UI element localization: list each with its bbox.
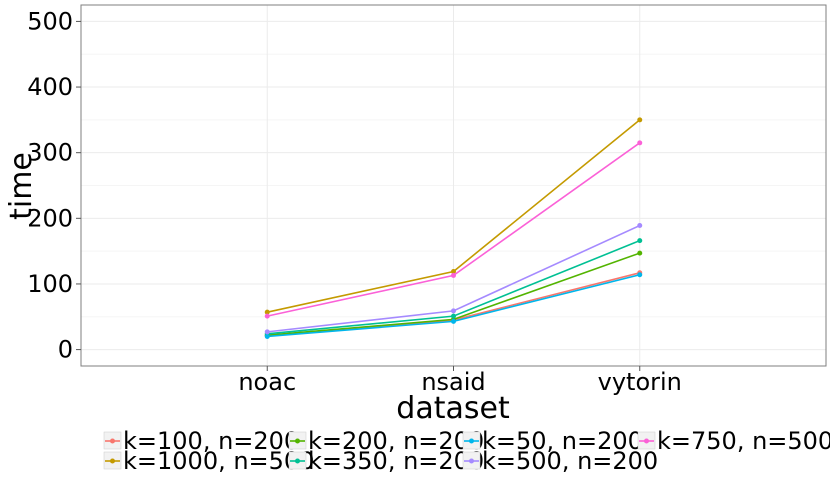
- y-axis-title: time: [4, 152, 39, 220]
- y-axis: 0 100 200 300 400 500: [27, 7, 81, 364]
- grid: [81, 5, 826, 366]
- legend-swatch-point: [469, 438, 474, 444]
- legend-label: k=200, n=200: [308, 427, 484, 455]
- y-tick-label: 400: [27, 73, 73, 101]
- data-point: [637, 140, 643, 146]
- x-tick-label: vytorin: [598, 368, 682, 396]
- legend-label: k=750, n=500: [657, 427, 830, 455]
- data-point: [264, 333, 270, 339]
- data-point: [637, 238, 643, 244]
- x-axis-title: dataset: [396, 391, 510, 426]
- y-tick-label: 300: [27, 139, 73, 167]
- data-point: [637, 272, 643, 278]
- data-point: [637, 223, 643, 229]
- y-tick-label: 500: [27, 7, 73, 35]
- legend-swatch-point: [295, 438, 300, 444]
- legend-label: k=1000, n=500: [123, 447, 314, 475]
- legend-swatch-point: [110, 458, 115, 464]
- data-point: [637, 250, 643, 256]
- x-axis: noac nsaid vytorin: [238, 366, 682, 396]
- legend-swatch-point: [644, 438, 649, 444]
- data-point: [637, 117, 643, 123]
- data-point: [264, 329, 270, 335]
- legend-label: k=50, n=200: [482, 427, 643, 455]
- legend-swatch-point: [469, 458, 474, 464]
- legend-label: k=500, n=200: [482, 447, 658, 475]
- x-tick-label: nsaid: [421, 368, 485, 396]
- data-point: [451, 272, 456, 278]
- legend-swatch-point: [295, 458, 300, 464]
- legend-label: k=100, n=200: [123, 427, 299, 455]
- y-tick-label: 200: [27, 204, 73, 232]
- data-point: [451, 313, 456, 319]
- y-tick-label: 0: [58, 336, 73, 364]
- data-point: [451, 308, 456, 314]
- data-point: [451, 318, 456, 324]
- legend-swatch-point: [110, 438, 115, 444]
- data-point: [264, 309, 270, 315]
- x-tick-label: noac: [238, 368, 296, 396]
- y-tick-label: 100: [27, 270, 73, 298]
- data-point: [264, 313, 270, 319]
- series-layer: [264, 117, 643, 339]
- legend-label: k=350, n=200: [308, 447, 484, 475]
- data-point: [451, 268, 456, 274]
